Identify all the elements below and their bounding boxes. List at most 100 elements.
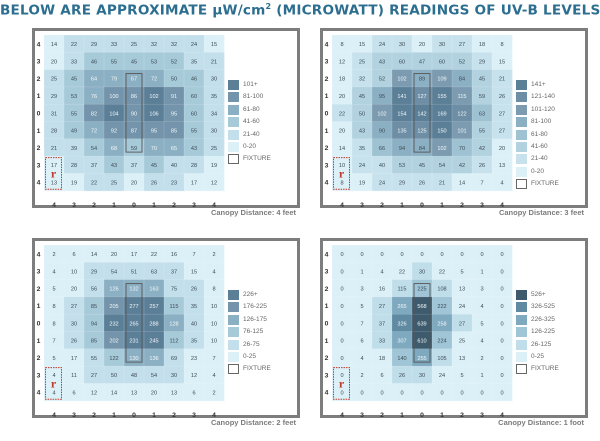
cell-reading: 52	[171, 59, 177, 65]
heatmap-cell	[84, 348, 105, 367]
cell-reading: 43	[111, 163, 117, 169]
cell-reading: 163	[149, 287, 158, 293]
heatmap-cell	[372, 279, 393, 298]
cell-reading: 277	[129, 304, 138, 310]
legend-swatch	[516, 364, 527, 375]
cell-reading: 27	[379, 304, 385, 310]
fixture-icon	[45, 367, 62, 400]
heatmap-cell	[144, 86, 165, 105]
cell-reading: 8	[340, 180, 343, 186]
heatmap-cell	[44, 156, 65, 174]
heatmap-cell	[332, 366, 353, 384]
heatmap-cell	[332, 52, 353, 70]
cell-reading: 130	[129, 356, 138, 362]
cell-reading: 50	[359, 111, 365, 117]
heatmap-cell	[412, 245, 433, 263]
heatmap-cell	[44, 279, 65, 298]
cell-reading: 128	[169, 321, 178, 327]
cell-reading: 13	[499, 163, 505, 169]
cell-reading: 0	[340, 252, 343, 258]
cell-reading: 64	[91, 77, 97, 83]
cell-reading: 20	[339, 94, 345, 100]
cell-reading: 20	[51, 59, 57, 65]
cell-reading: 0	[340, 390, 343, 396]
cell-reading: 610	[417, 339, 426, 345]
legend-swatch	[516, 327, 527, 338]
cell-reading: 326	[397, 321, 406, 327]
cell-reading: 20	[151, 390, 157, 396]
cell-reading: 14	[91, 252, 97, 258]
y-tick-label: 4	[325, 180, 329, 187]
heatmap-cell	[184, 156, 205, 174]
cell-reading: 94	[91, 321, 97, 327]
heatmap-cell	[452, 262, 473, 280]
cell-reading: 108	[437, 287, 446, 293]
x-tick-label: 0	[132, 412, 136, 418]
cell-reading: 0	[340, 269, 343, 275]
cell-reading: 20	[339, 129, 345, 135]
cell-reading: 40	[171, 163, 177, 169]
heatmap-cell	[452, 121, 473, 140]
cell-reading: 67	[131, 77, 137, 83]
heatmap-cell	[144, 314, 165, 332]
heatmap-cell	[372, 383, 393, 402]
canopy-caption: Canopy Distance: 4 feet	[210, 208, 296, 217]
cell-reading: 4	[52, 269, 55, 275]
heatmap-cell	[164, 348, 185, 367]
heatmap-cell	[352, 314, 373, 332]
cell-reading: 15	[191, 269, 197, 275]
cell-reading: 70	[459, 146, 465, 152]
y-tick-label: 2	[325, 145, 329, 152]
cell-reading: 5	[460, 269, 463, 275]
legend-label: FIXTURE	[243, 155, 271, 163]
cell-reading: 0	[340, 356, 343, 362]
x-tick-label: 3	[192, 202, 196, 208]
heatmap-cell	[452, 86, 473, 105]
cell-reading: 20	[131, 180, 137, 186]
cell-reading: 5	[52, 356, 55, 362]
heatmap-cell	[144, 279, 165, 298]
heatmap-cell	[164, 35, 185, 53]
heatmap-cell	[352, 138, 373, 157]
cell-reading: 70	[151, 146, 157, 152]
cell-reading: 75	[171, 287, 177, 293]
x-tick-label: 2	[92, 202, 96, 208]
cell-reading: 169	[437, 111, 446, 117]
heatmap-cell	[392, 331, 413, 350]
cell-reading: 245	[149, 339, 158, 345]
cell-reading: 265	[129, 321, 138, 327]
cell-reading: 95	[379, 94, 385, 100]
cell-reading: 76	[91, 94, 97, 100]
heatmap-cell	[452, 156, 473, 174]
cell-reading: 115	[398, 287, 407, 293]
cell-reading: 21	[439, 180, 445, 186]
heatmap-cell	[432, 69, 453, 88]
heatmap-cell	[412, 121, 433, 140]
cell-reading: 0	[380, 252, 383, 258]
cell-reading: 90	[131, 111, 137, 117]
heatmap-cell	[372, 245, 393, 263]
heatmap-cell	[104, 279, 125, 298]
heatmap-cell	[452, 296, 473, 315]
cell-reading: 55	[71, 111, 77, 117]
x-tick-label: 2	[380, 202, 384, 208]
heatmap-cell	[64, 121, 85, 140]
heatmap-cell	[104, 331, 125, 350]
cell-reading: 84	[419, 146, 425, 152]
cell-reading: 8	[212, 287, 215, 293]
cell-reading: 24	[459, 304, 465, 310]
cell-reading: 45	[131, 59, 137, 65]
heatmap-cell	[452, 348, 473, 367]
cell-reading: 60	[399, 59, 405, 65]
heatmap-cell	[392, 156, 413, 174]
y-tick-label: 2	[37, 286, 41, 293]
x-tick-label: 3	[480, 202, 484, 208]
heatmap-cell	[392, 245, 413, 263]
cell-reading: 1	[360, 269, 363, 275]
cell-reading: 13	[51, 180, 57, 186]
heatmap-cell	[472, 296, 493, 315]
cell-reading: 85	[91, 339, 97, 345]
heatmap-cell	[332, 173, 353, 192]
cell-reading: 8	[500, 42, 503, 48]
